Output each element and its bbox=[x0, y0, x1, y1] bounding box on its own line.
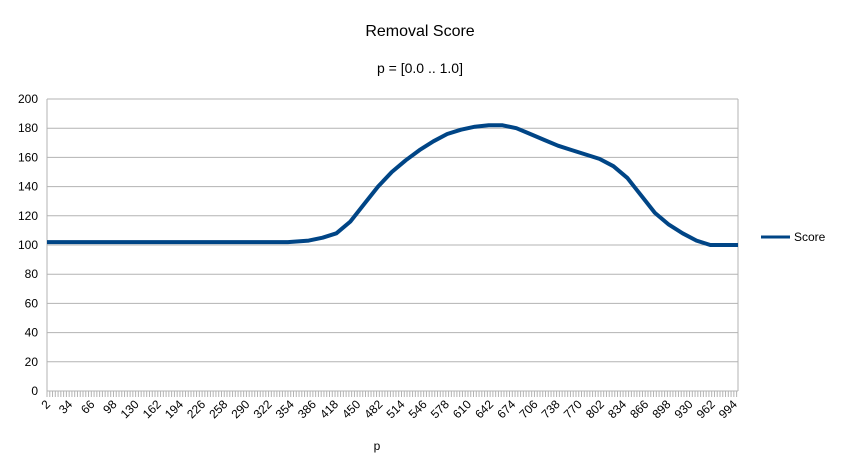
x-axis-label: p bbox=[374, 439, 381, 453]
x-tick-label: 66 bbox=[78, 397, 98, 417]
x-tick-label: 226 bbox=[184, 397, 208, 421]
x-tick-label: 962 bbox=[694, 397, 718, 421]
x-tick-label: 642 bbox=[472, 397, 496, 421]
x-tick-label: 322 bbox=[251, 397, 275, 421]
x-tick-label: 994 bbox=[716, 397, 740, 421]
y-tick-label: 120 bbox=[18, 209, 38, 223]
x-tick-label: 2 bbox=[38, 397, 53, 412]
y-tick-label: 60 bbox=[25, 296, 39, 310]
x-tick-label: 418 bbox=[317, 397, 341, 421]
x-tick-label: 194 bbox=[162, 397, 186, 421]
y-tick-label: 0 bbox=[31, 384, 38, 398]
x-tick-label: 674 bbox=[494, 397, 518, 421]
y-tick-label: 100 bbox=[18, 238, 38, 252]
plot-area bbox=[47, 123, 738, 247]
x-tick-label: 546 bbox=[406, 397, 430, 421]
legend: Score bbox=[761, 230, 826, 244]
x-tick-label: 290 bbox=[228, 397, 252, 421]
x-tick-label: 98 bbox=[100, 397, 120, 417]
legend-label-score: Score bbox=[794, 230, 826, 244]
y-tick-label: 40 bbox=[25, 326, 39, 340]
x-tick-label: 578 bbox=[428, 397, 452, 421]
y-tick-label: 80 bbox=[25, 267, 39, 281]
x-tick-label: 34 bbox=[56, 397, 76, 417]
x-tick-label: 802 bbox=[583, 397, 607, 421]
x-tick-label: 386 bbox=[295, 397, 319, 421]
x-tick-label: 738 bbox=[539, 397, 563, 421]
x-tick-label: 930 bbox=[672, 397, 696, 421]
x-tick-label: 610 bbox=[450, 397, 474, 421]
chart-title: Removal Score bbox=[365, 23, 474, 40]
y-tick-label: 140 bbox=[18, 180, 38, 194]
y-tick-label: 160 bbox=[18, 150, 38, 164]
y-axis-ticks: 0 20 40 60 80 100 120 140 160 180 200 bbox=[18, 92, 38, 398]
gridlines bbox=[46, 98, 739, 392]
x-tick-label: 514 bbox=[384, 397, 408, 421]
x-tick-label: 706 bbox=[516, 397, 540, 421]
x-tick-label: 834 bbox=[605, 397, 629, 421]
x-tick-label: 258 bbox=[206, 397, 230, 421]
y-tick-label: 20 bbox=[25, 355, 39, 369]
series-line-score bbox=[47, 123, 738, 247]
x-tick-label: 130 bbox=[118, 397, 142, 421]
x-tick-label: 770 bbox=[561, 397, 585, 421]
x-tick-label: 450 bbox=[339, 397, 363, 421]
x-axis-ticks: 2 34 66 98130162194226258290322354386418450… bbox=[38, 391, 740, 421]
x-tick-label: 162 bbox=[140, 397, 164, 421]
x-tick-label: 866 bbox=[627, 397, 651, 421]
y-tick-label: 180 bbox=[18, 121, 38, 135]
chart-subtitle: p = [0.0 .. 1.0] bbox=[377, 60, 463, 76]
y-tick-label: 200 bbox=[18, 92, 38, 106]
x-tick-label: 898 bbox=[649, 397, 673, 421]
x-tick-label: 482 bbox=[361, 397, 385, 421]
x-tick-label: 354 bbox=[273, 397, 297, 421]
